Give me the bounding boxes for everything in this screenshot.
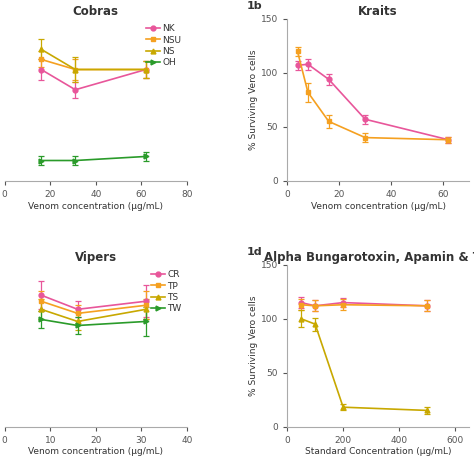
Text: 1b: 1b xyxy=(247,1,263,11)
Text: 1d: 1d xyxy=(247,247,263,257)
Title: Alpha Bungarotoxin, Apamin & Tar: Alpha Bungarotoxin, Apamin & Tar xyxy=(264,251,474,264)
X-axis label: Venom concentration (μg/mL): Venom concentration (μg/mL) xyxy=(28,201,164,210)
Title: Kraits: Kraits xyxy=(358,5,398,18)
Legend: NK, NSU, NS, OH: NK, NSU, NS, OH xyxy=(146,24,182,68)
Y-axis label: % Surviving Vero cells: % Surviving Vero cells xyxy=(249,50,258,150)
X-axis label: Venom concentration (μg/mL): Venom concentration (μg/mL) xyxy=(28,447,164,456)
Legend: CR, TP, TS, TW: CR, TP, TS, TW xyxy=(150,269,182,314)
X-axis label: Venom concentration (μg/mL): Venom concentration (μg/mL) xyxy=(310,201,446,210)
Title: Vipers: Vipers xyxy=(75,251,117,264)
Title: Cobras: Cobras xyxy=(73,5,119,18)
Y-axis label: % Surviving Vero cells: % Surviving Vero cells xyxy=(249,295,258,396)
X-axis label: Standard Concentration (μg/mL): Standard Concentration (μg/mL) xyxy=(305,447,451,456)
